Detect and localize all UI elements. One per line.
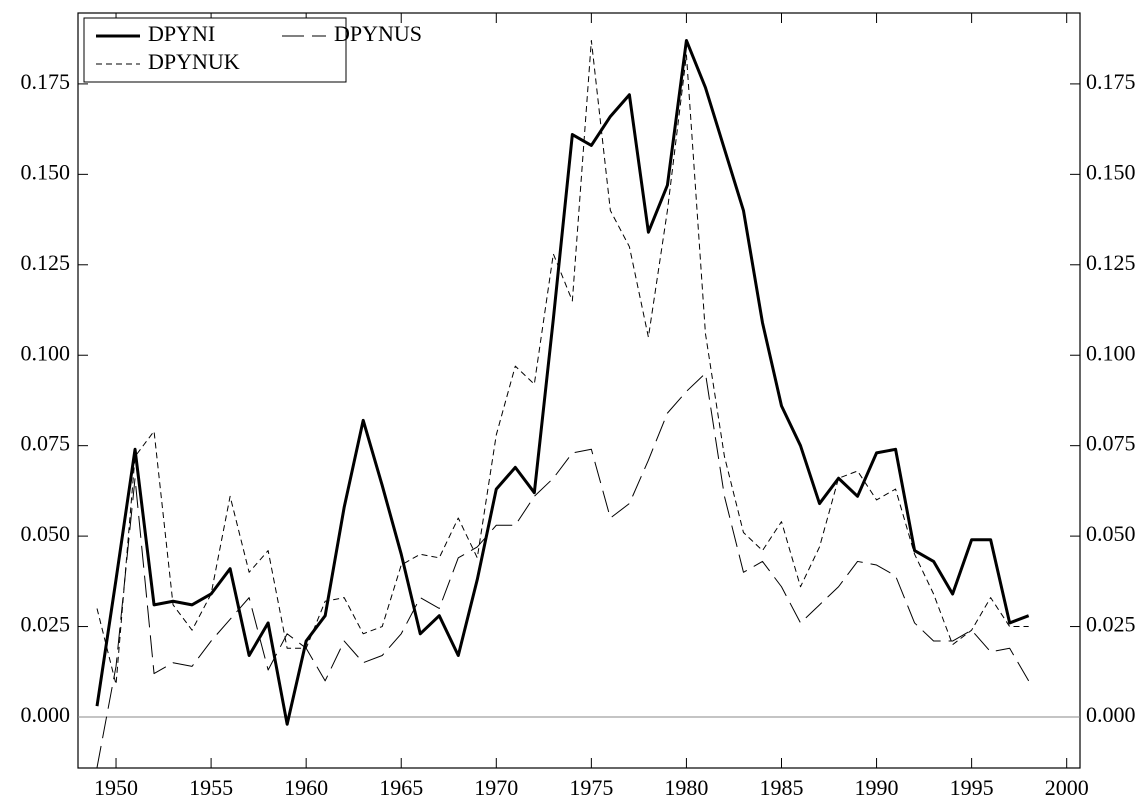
y-tick-label: 0.050 (21, 521, 71, 546)
plot-frame (77, 12, 1081, 769)
legend-box (83, 17, 347, 83)
x-tick-label: 1965 (379, 775, 423, 800)
x-tick-label: 1975 (569, 775, 613, 800)
y2-tick-label: 0.100 (1086, 340, 1136, 365)
y-tick-label: 0.075 (21, 431, 71, 456)
y2-tick-label: 0.150 (1086, 159, 1136, 184)
x-tick-label: 1950 (94, 775, 138, 800)
x-tick-label: 1990 (855, 775, 899, 800)
x-tick-label: 1980 (664, 775, 708, 800)
y-tick-label: 0.000 (21, 702, 71, 727)
y-tick-label: 0.125 (21, 250, 71, 275)
x-tick-label: 1985 (759, 775, 803, 800)
y-tick-label: 0.025 (21, 612, 71, 637)
y2-tick-label: 0.000 (1086, 702, 1136, 727)
x-tick-label: 1960 (284, 775, 328, 800)
x-tick-label: 1970 (474, 775, 518, 800)
y-tick-label: 0.100 (21, 340, 71, 365)
y-tick-label: 0.175 (21, 69, 71, 94)
y2-tick-label: 0.075 (1086, 431, 1136, 456)
legend-label: DPYNUK (148, 49, 240, 74)
series-line (95, 38, 1030, 726)
x-tick-label: 1995 (950, 775, 994, 800)
y2-tick-label: 0.025 (1086, 612, 1136, 637)
x-tick-label: 1955 (189, 775, 233, 800)
y2-tick-label: 0.175 (1086, 69, 1136, 94)
legend-label: DPYNUS (334, 21, 422, 46)
legend-label: DPYNI (148, 21, 215, 46)
series-line (96, 39, 1029, 685)
x-tick-label: 2000 (1045, 775, 1089, 800)
y2-tick-label: 0.125 (1086, 250, 1136, 275)
series-line (96, 372, 1030, 768)
y-tick-label: 0.150 (21, 159, 71, 184)
y2-tick-label: 0.050 (1086, 521, 1136, 546)
